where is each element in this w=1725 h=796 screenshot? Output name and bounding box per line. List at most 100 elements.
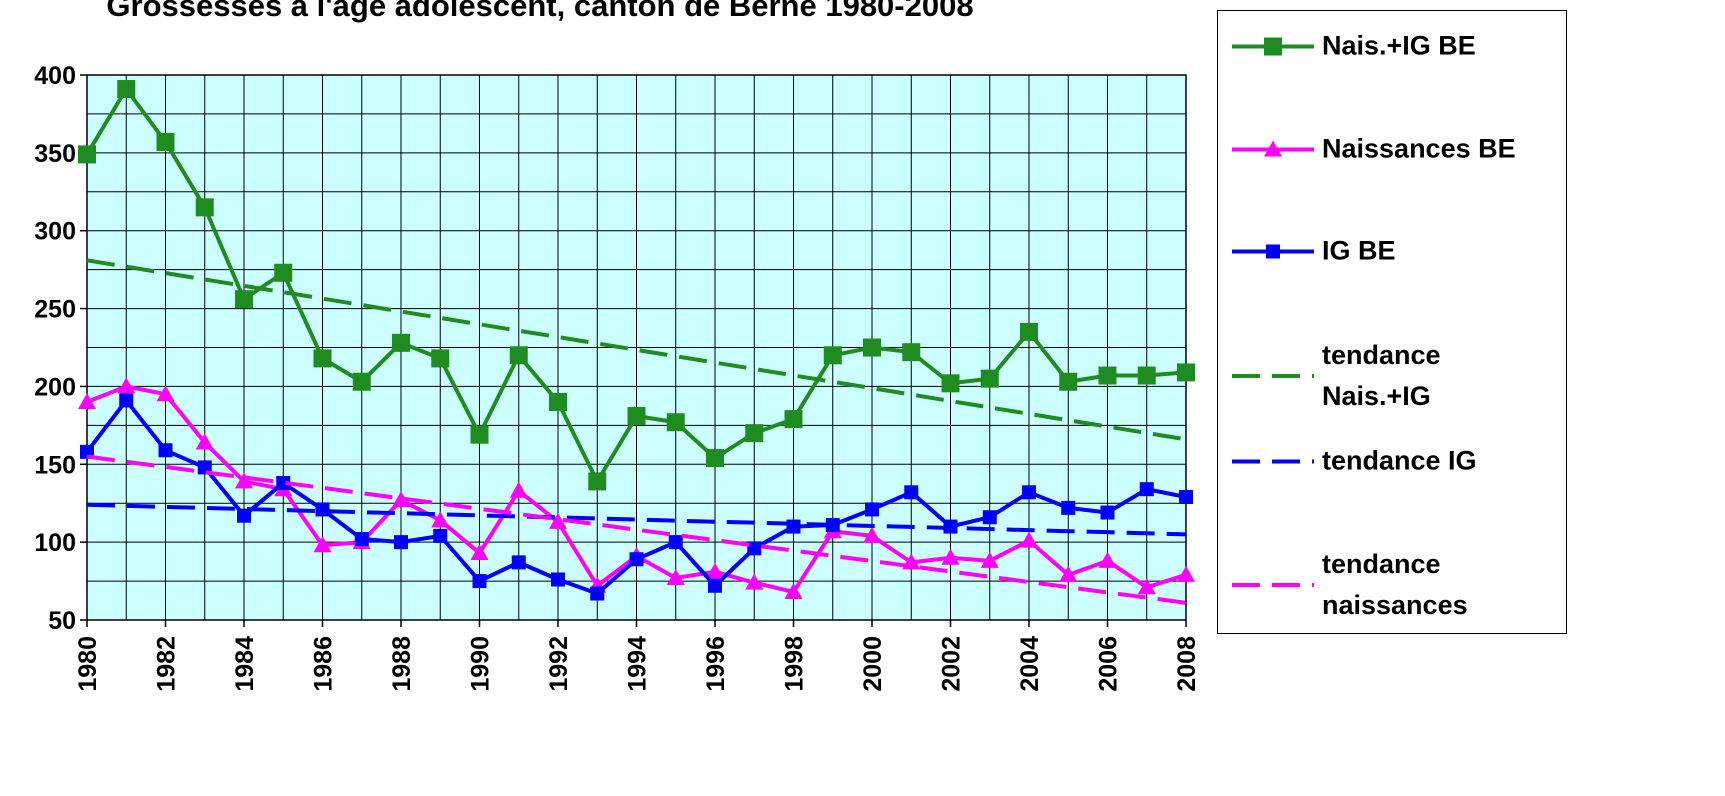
marker [117, 80, 136, 99]
marker [470, 425, 489, 444]
marker [78, 393, 96, 409]
x-tick-label: 2002 [938, 636, 966, 692]
marker [274, 263, 293, 282]
legend-label: tendance naissances [1322, 549, 1468, 620]
marker [823, 346, 842, 365]
x-tick-label: 1996 [702, 636, 730, 692]
plot-frame [86, 74, 1187, 621]
x-tick-label: 1982 [153, 636, 181, 692]
marker [313, 536, 332, 553]
legend-swatch [1232, 140, 1314, 156]
legend-label: Naissances BE [1322, 133, 1516, 164]
marker [195, 198, 214, 217]
marker [666, 568, 685, 585]
marker [980, 369, 999, 388]
x-tick-label: 1998 [781, 636, 809, 692]
marker [1061, 500, 1076, 515]
x-tick-label: 1994 [624, 636, 652, 692]
y-tick-label: 50 [48, 607, 76, 635]
x-tick-label: 2000 [859, 636, 887, 692]
legend-swatch [1232, 583, 1314, 587]
marker [235, 290, 253, 309]
legend-swatch [1232, 374, 1314, 378]
marker [1100, 505, 1115, 520]
marker [354, 532, 369, 547]
legend-item: tendance Nais.+IG [1218, 335, 1547, 417]
marker [668, 535, 683, 550]
legend-label: tendance Nais.+IG [1322, 340, 1441, 411]
marker [1266, 244, 1280, 258]
x-tick-label: 1992 [545, 636, 573, 692]
marker [509, 346, 528, 365]
x-tick-label: 1980 [74, 636, 102, 692]
marker [666, 413, 685, 432]
marker [747, 541, 762, 556]
marker [941, 374, 960, 393]
marker [904, 485, 919, 500]
marker [863, 526, 881, 543]
legend: Nais.+IG BE Naissances BE IG BE tendance Na… [1217, 10, 1567, 634]
legend-item: Nais.+IG BE [1218, 26, 1547, 67]
marker [156, 132, 175, 151]
legend-swatch [1232, 459, 1314, 463]
y-tick-label: 200 [34, 373, 76, 401]
marker [863, 338, 881, 357]
marker [549, 393, 567, 411]
marker [313, 349, 332, 368]
marker [1139, 482, 1154, 497]
marker [982, 510, 997, 525]
marker [784, 582, 803, 599]
y-tick-label: 350 [34, 140, 76, 168]
marker [394, 535, 408, 550]
x-tick-label: 1984 [231, 636, 259, 692]
marker [902, 343, 921, 362]
marker [392, 333, 410, 352]
legend-item: Naissances BE [1218, 129, 1547, 170]
y-tick-label: 100 [34, 529, 76, 557]
marker [315, 502, 330, 517]
trend-line [86, 502, 1187, 537]
marker [1264, 37, 1282, 55]
trend-line [86, 454, 1187, 605]
marker [1020, 322, 1038, 341]
marker [1137, 366, 1156, 385]
marker [119, 393, 134, 408]
marker [1177, 565, 1195, 582]
marker [1059, 372, 1078, 391]
marker [195, 433, 214, 450]
marker [706, 449, 724, 468]
marker [78, 145, 96, 164]
marker [1137, 578, 1156, 595]
marker [156, 385, 175, 402]
marker [431, 511, 450, 528]
marker [590, 586, 605, 601]
x-tick-label: 1988 [388, 636, 416, 692]
marker [1098, 551, 1117, 568]
marker [784, 410, 803, 429]
x-tick-label: 2004 [1016, 636, 1044, 692]
legend-item: tendance IG [1218, 441, 1547, 482]
marker [276, 475, 291, 490]
legend-label: tendance IG [1322, 445, 1477, 476]
marker [1098, 366, 1117, 385]
marker [588, 472, 607, 491]
y-tick-label: 400 [34, 62, 76, 90]
marker [627, 407, 646, 426]
legend-swatch [1232, 37, 1314, 55]
marker [509, 481, 528, 498]
marker [980, 551, 999, 568]
marker [1022, 485, 1036, 500]
marker [235, 472, 253, 489]
x-tick-label: 2006 [1095, 636, 1123, 692]
x-tick-label: 2008 [1173, 636, 1201, 692]
marker [865, 502, 879, 517]
marker [352, 372, 371, 391]
marker [745, 573, 764, 590]
legend-item: IG BE [1218, 231, 1547, 272]
x-tick-label: 1990 [467, 636, 495, 692]
x-tick-label: 1986 [310, 636, 338, 692]
marker [237, 508, 251, 523]
marker [392, 491, 410, 508]
